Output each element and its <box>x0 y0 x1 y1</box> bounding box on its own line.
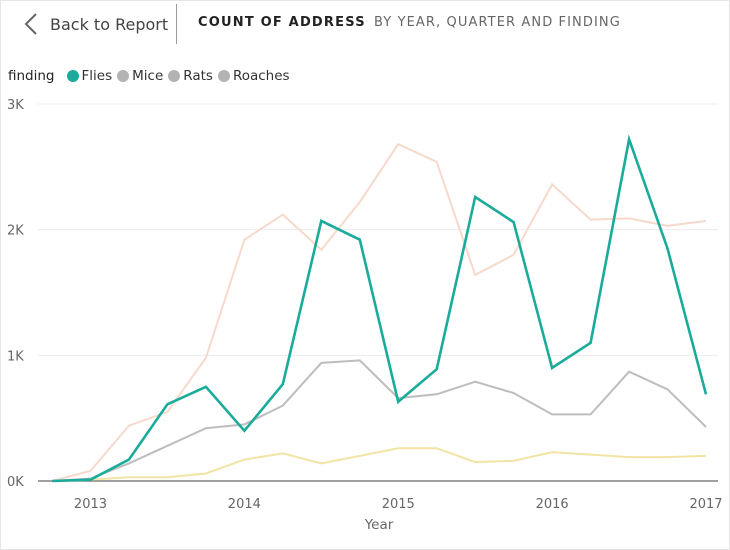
legend-label: Rats <box>183 68 213 84</box>
chart-title: COUNT OF ADDRESS <box>198 15 366 30</box>
legend-dot-icon <box>117 70 130 82</box>
series-line-flies <box>51 134 708 483</box>
x-tick-label: 2017 <box>689 497 722 512</box>
legend-item-roaches[interactable]: Roaches <box>217 68 290 84</box>
header-divider <box>176 4 177 44</box>
chevron-left-icon <box>24 13 37 35</box>
x-tick-label: 2013 <box>74 497 107 512</box>
y-tick-label: 1K <box>7 349 24 364</box>
legend: finding Flies Mice Rats Roaches <box>8 66 295 86</box>
legend-item-mice[interactable]: Mice <box>117 68 163 84</box>
line-chart: 0K 1K 2K 3K 2013 2014 2015 2016 2017 Year <box>7 98 723 533</box>
x-tick-label: 2015 <box>382 497 415 512</box>
x-tick-label: 2014 <box>228 497 261 512</box>
x-axis-title: Year <box>364 517 394 533</box>
series-line-mice <box>51 359 707 482</box>
legend-item-rats[interactable]: Rats <box>168 68 213 84</box>
series-line-roaches <box>51 447 707 482</box>
chart-subtitle: BY YEAR, QUARTER AND FINDING <box>374 15 621 30</box>
legend-label: Flies <box>81 68 113 84</box>
back-label: Back to Report <box>50 14 169 34</box>
legend-dot-icon <box>168 70 181 82</box>
x-tick-label: 2016 <box>536 497 569 512</box>
legend-dot-icon <box>217 70 230 82</box>
legend-title: finding <box>8 68 55 84</box>
y-tick-label: 2K <box>7 224 24 239</box>
back-to-report-button[interactable]: Back to Report <box>24 10 168 38</box>
legend-label: Mice <box>132 68 164 84</box>
legend-dot-icon <box>66 70 79 82</box>
legend-item-flies[interactable]: Flies <box>66 68 113 84</box>
header-bar: Back to Report COUNT OF ADDRESS BY YEAR,… <box>0 0 730 48</box>
y-tick-label: 3K <box>7 98 24 113</box>
y-tick-label: 0K <box>7 475 24 490</box>
legend-label: Roaches <box>232 68 290 84</box>
